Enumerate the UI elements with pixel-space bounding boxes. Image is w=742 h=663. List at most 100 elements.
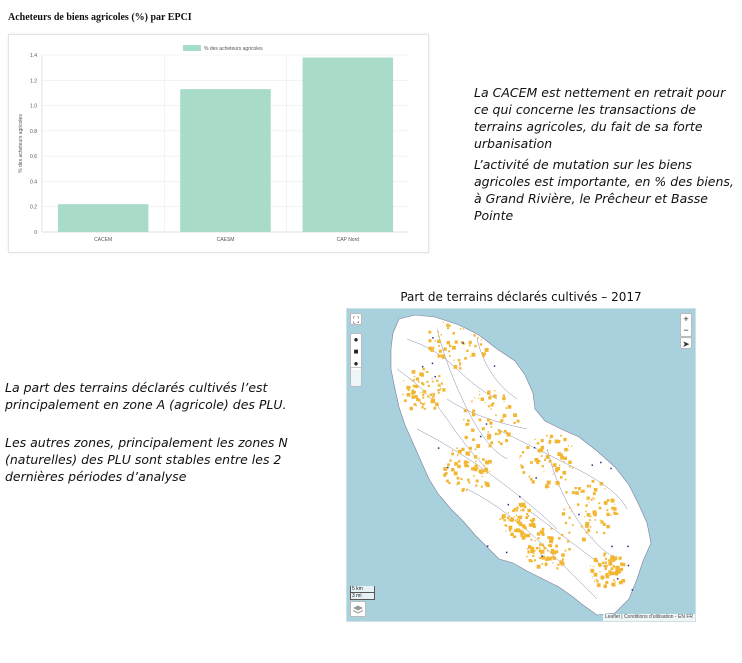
cultivated-parcel [439,389,441,391]
other-parcel [507,503,510,506]
cultivated-parcel [483,352,486,356]
cultivated-parcel [494,432,498,436]
cultivated-parcel [595,531,598,534]
zoom-out-button[interactable]: − [683,325,689,335]
cultivated-parcel [507,405,512,409]
cultivated-parcel [612,558,616,562]
cultivated-parcel [514,413,517,416]
cultivated-parcel [480,485,483,488]
cultivated-parcel [564,447,568,452]
cultivated-parcel [465,489,468,492]
cultivated-parcel [535,546,539,550]
cultivated-parcel [422,390,427,394]
cultivated-parcel [540,552,543,555]
cultivated-parcel [467,465,470,468]
cultivated-parcel [530,549,535,554]
cultivated-parcel [439,387,442,390]
cultivated-parcel [412,379,415,382]
cultivated-parcel [451,452,455,456]
cultivated-parcel [568,506,571,509]
cultivated-parcel [584,516,586,518]
cultivated-parcel [526,513,529,516]
cultivated-parcel [507,512,509,514]
cultivated-parcel [530,546,535,551]
cultivated-parcel [589,486,591,488]
draw-square-icon[interactable]: ■ [353,347,359,356]
cultivated-parcel [468,451,471,454]
cultivated-parcel [456,447,458,449]
y-tick-label: 1.4 [30,53,37,59]
cultivated-parcel [557,563,560,566]
cultivated-parcel [430,394,433,396]
cultivated-parcel [465,451,470,456]
cultivated-parcel [534,540,536,542]
map-attribution[interactable]: Leaflet | Conditions d'utilisation - EN … [602,614,695,621]
cultivated-parcel [443,466,448,471]
cultivated-parcel [548,441,552,444]
cultivated-parcel [593,572,598,577]
cultivated-parcel [611,583,613,586]
cultivated-parcel [482,354,485,358]
cultivated-parcel [460,341,464,344]
fullscreen-icon[interactable]: ⛶ [350,313,362,325]
y-tick-label: 0.4 [30,179,37,185]
cultivated-parcel [589,565,591,567]
cultivated-parcel [596,583,601,588]
cultivated-parcel [555,481,560,485]
other-parcel [591,464,594,466]
draw-circle-icon[interactable]: ● [353,359,359,368]
cultivated-parcel [422,383,425,386]
cultivated-parcel [528,475,531,478]
zoom-in-button[interactable]: + [683,314,689,324]
cultivated-parcel [490,441,494,445]
cultivated-parcel [521,536,526,540]
cultivated-parcel [448,350,451,353]
draw-toolbar[interactable]: ● ■ ● [350,333,362,371]
map[interactable]: ⛶ ● ■ ● + − ➤ 5 km 3 mi Leaflet | Condit… [346,308,696,622]
cultivated-parcel [544,459,546,461]
cultivated-parcel [487,405,490,408]
cultivated-parcel [517,516,520,519]
cultivated-parcel [488,396,492,400]
cultivated-parcel [560,562,564,566]
cultivated-parcel [606,524,610,529]
cultivated-parcel [546,555,548,558]
cultivated-parcel [472,409,476,413]
cultivated-parcel [580,525,583,528]
locate-button[interactable]: ➤ [680,337,692,349]
other-parcel [432,337,434,339]
cultivated-parcel [547,536,551,540]
cultivated-parcel [513,507,516,511]
cultivated-parcel [610,514,612,516]
cultivated-parcel [518,518,521,521]
zoom-control[interactable]: + − [680,313,692,337]
island-map [390,314,652,616]
cultivated-parcel [459,328,462,330]
other-parcel [611,545,613,548]
cultivated-parcel [589,484,592,487]
cultivated-parcel [552,463,557,467]
cultivated-parcel [462,328,465,330]
legend-swatch [183,45,201,51]
layers-icon[interactable] [350,601,366,617]
cultivated-parcel [595,557,597,559]
cultivated-parcel [550,550,554,554]
cultivated-parcel [424,407,426,410]
cultivated-parcel [520,465,524,469]
cultivated-parcel [520,464,523,467]
cultivated-parcel [482,458,485,461]
cultivated-parcel [555,550,559,554]
cultivated-parcel [487,433,492,438]
y-tick-label: 1.2 [30,78,37,84]
edit-toolbar[interactable] [350,367,362,387]
cultivated-parcel [428,330,432,334]
draw-point-icon[interactable]: ● [353,335,359,344]
cultivated-parcel [452,345,456,350]
cultivated-parcel [426,380,429,383]
cultivated-parcel [448,355,451,357]
cultivated-parcel [490,418,492,421]
cultivated-parcel [592,510,597,515]
cultivated-parcel [621,578,626,583]
other-parcel [541,555,543,557]
cultivated-parcel [596,580,599,583]
